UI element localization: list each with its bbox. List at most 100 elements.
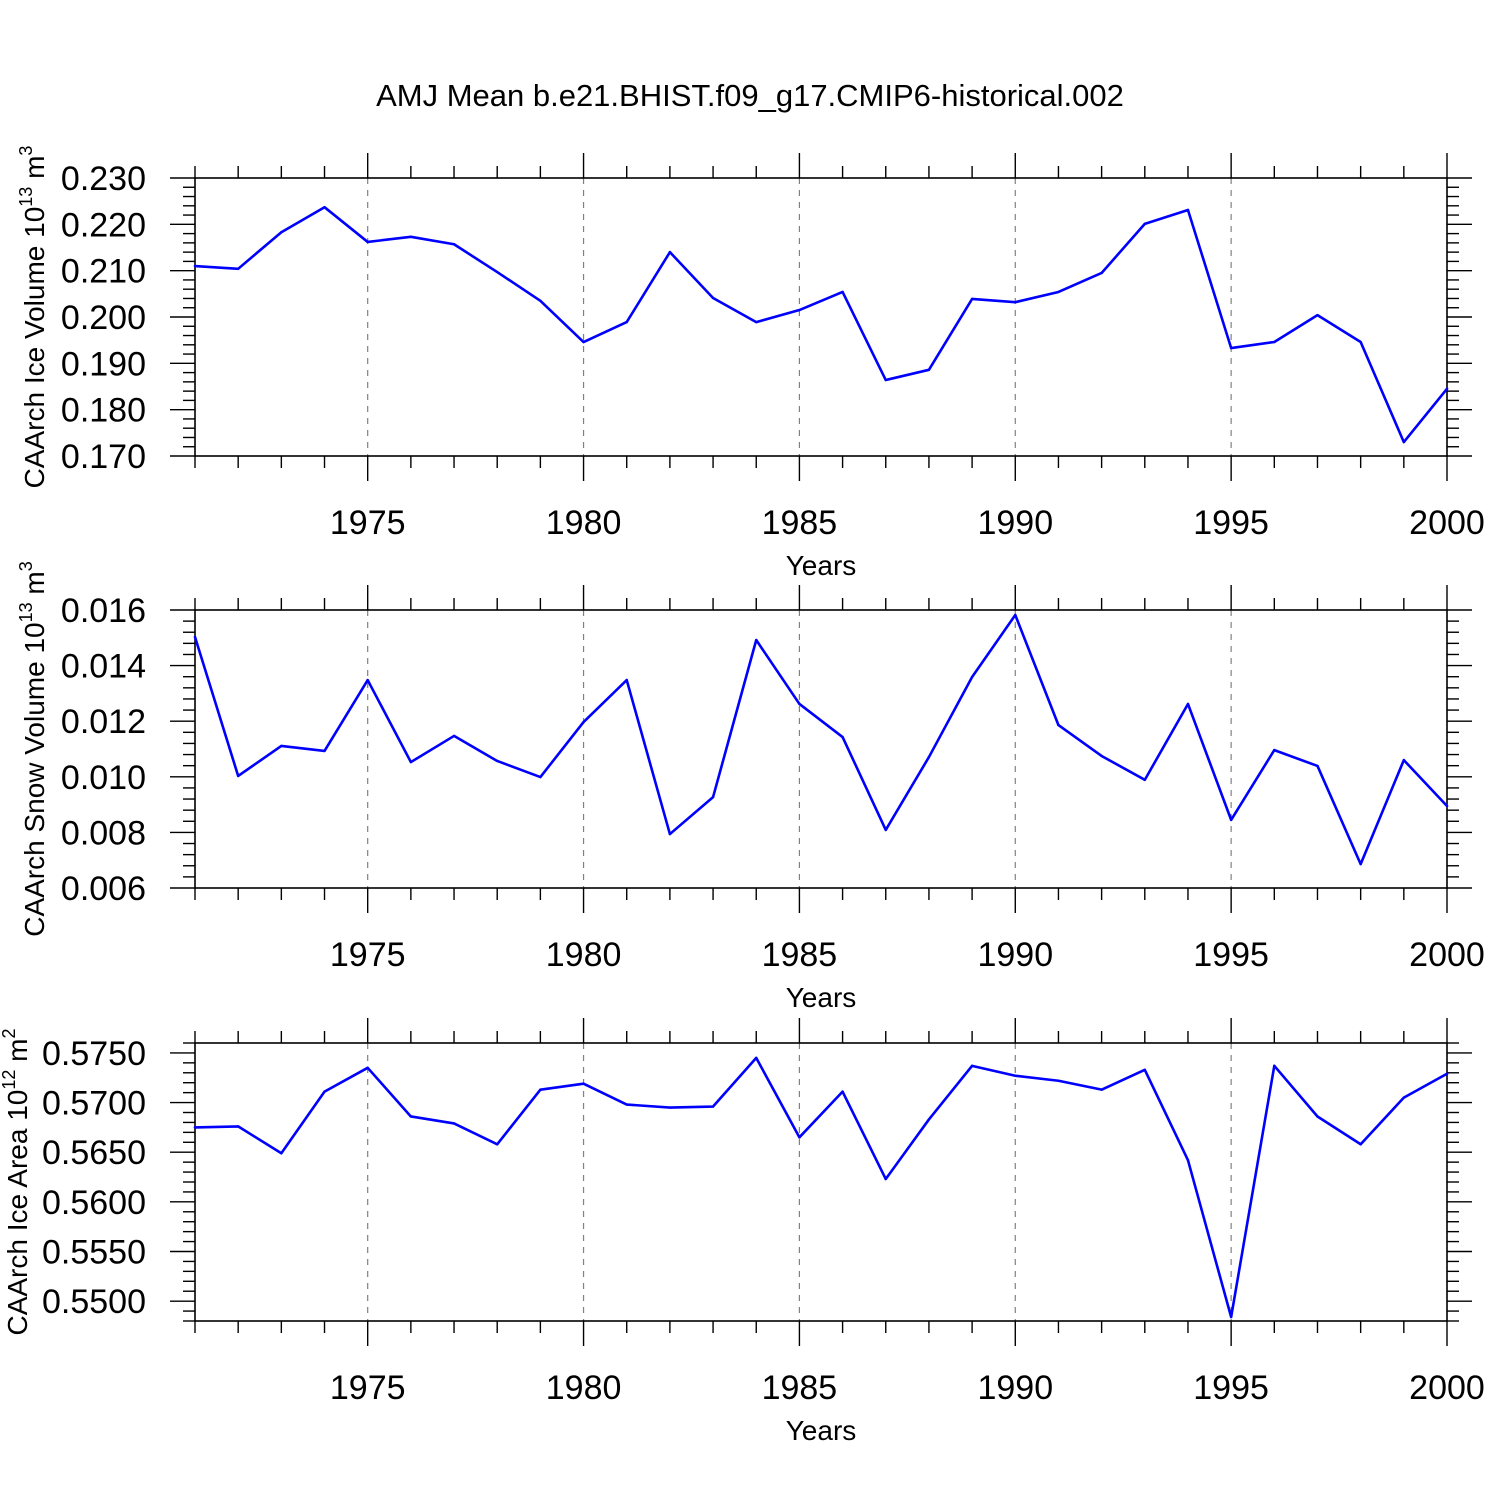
series [193, 613, 1449, 866]
x-tick-label: 2000 [1409, 1369, 1485, 1407]
data-point [927, 755, 931, 759]
x-tick-label: 1985 [762, 504, 838, 542]
data-point [582, 340, 585, 344]
data-point [970, 675, 974, 679]
y-tick-label: 0.008 [61, 814, 146, 852]
plot-frame [194, 1042, 1448, 1322]
data-point [366, 1066, 369, 1070]
data-point [236, 1125, 240, 1128]
data-point [539, 1088, 542, 1091]
data-point [323, 1090, 326, 1093]
data-point [625, 320, 628, 324]
y-tick-label: 0.230 [61, 160, 146, 198]
data-point [668, 1106, 672, 1109]
y-axis-label-text: CAArch Ice Area 10 [2, 1090, 33, 1336]
x-tick-label: 1980 [546, 936, 622, 974]
y-tick-label: 0.012 [61, 703, 146, 741]
x-tick-label: 2000 [1409, 936, 1485, 974]
data-point [755, 1056, 758, 1060]
x-axis-label: Years [786, 550, 857, 581]
data-point [711, 296, 715, 300]
data-point [841, 735, 844, 739]
data-point [884, 378, 887, 382]
data-point [755, 638, 758, 642]
data-point [1359, 862, 1362, 866]
x-axis-label: Years [786, 982, 857, 1013]
data-point [841, 1090, 844, 1093]
tick-marks [170, 1018, 1472, 1346]
series [193, 205, 1449, 444]
data-point [1402, 758, 1406, 762]
data-point [1057, 723, 1060, 727]
data-point [711, 1105, 715, 1108]
chart-title: AMJ Mean b.e21.BHIST.f09_g17.CMIP6-histo… [376, 78, 1124, 113]
y-tick-label: 0.006 [61, 870, 146, 908]
panel-2: 0.006 0.008 0.010 0.012 0.014 0.016 1975 1980 19… [16, 561, 1485, 1013]
x-tick-label: 1980 [546, 504, 622, 542]
data-point [798, 308, 801, 312]
data-point [1316, 764, 1319, 768]
x-tick-label: 1985 [762, 1369, 838, 1407]
data-point [668, 832, 672, 836]
y-tick-label: 0.014 [61, 648, 146, 686]
y-axis-label: CAArch Ice Area 1012 m2 [0, 1028, 33, 1335]
y-axis-label: CAArch Ice Volume 1013 m3 [16, 146, 50, 489]
y-tick-label: 0.5750 [42, 1035, 146, 1073]
data-point [970, 297, 974, 301]
data-point [1359, 340, 1362, 344]
x-gridlines [367, 1043, 1232, 1321]
y-tick-label: 0.190 [61, 345, 146, 383]
data-point [1100, 271, 1103, 275]
data-point [1316, 1115, 1319, 1118]
data-point [1186, 702, 1190, 706]
data-point [1316, 313, 1319, 317]
x-tick-label: 1990 [977, 504, 1053, 542]
data-point [1402, 440, 1406, 444]
data-point [582, 1082, 585, 1085]
data-point [409, 1115, 413, 1118]
y-axis-label-unit: m [19, 156, 50, 187]
y-tick-label: 0.010 [61, 759, 146, 797]
data-point [1014, 300, 1017, 304]
x-tick-label: 1980 [546, 1369, 622, 1407]
y-tick-label: 0.220 [61, 206, 146, 244]
x-tick-label: 1985 [762, 936, 838, 974]
x-tick-label: 1990 [977, 936, 1053, 974]
y-tick-label: 0.5600 [42, 1184, 146, 1222]
data-point [1445, 1072, 1449, 1075]
data-point [1057, 1079, 1060, 1082]
y-tick-label: 0.5550 [42, 1234, 146, 1272]
data-point [193, 635, 197, 639]
data-point [280, 1152, 283, 1155]
data-point [539, 775, 542, 779]
data-point [668, 250, 672, 254]
data-point [496, 759, 499, 763]
data-point [1229, 1315, 1233, 1319]
chart-panels: 0.170 0.180 0.190 0.200 0.210 0.220 0.230 1975 1… [0, 146, 1485, 1446]
y-tick-label: 0.200 [61, 299, 146, 337]
data-point [755, 320, 758, 324]
data-point [1445, 387, 1449, 391]
data-point [280, 744, 283, 748]
y-tick-label: 0.016 [61, 592, 146, 630]
data-point [798, 702, 801, 706]
y-axis-label-text: CAArch Snow Volume 10 [19, 622, 50, 936]
data-point [539, 299, 542, 302]
data-point [927, 368, 931, 372]
data-point [1014, 613, 1017, 617]
data-point [884, 828, 887, 832]
series [193, 1056, 1449, 1319]
y-axis-label-exponent: 13 [16, 187, 36, 207]
data-point [625, 1103, 628, 1106]
data-point [1273, 748, 1276, 752]
data-point [323, 749, 326, 753]
data-point [1100, 1088, 1103, 1091]
y-tick-label: 0.210 [61, 253, 146, 291]
data-point [1402, 1096, 1406, 1099]
data-point [1273, 1064, 1276, 1068]
data-point [798, 1136, 801, 1139]
plot-frame [194, 609, 1448, 889]
data-point [366, 240, 369, 244]
